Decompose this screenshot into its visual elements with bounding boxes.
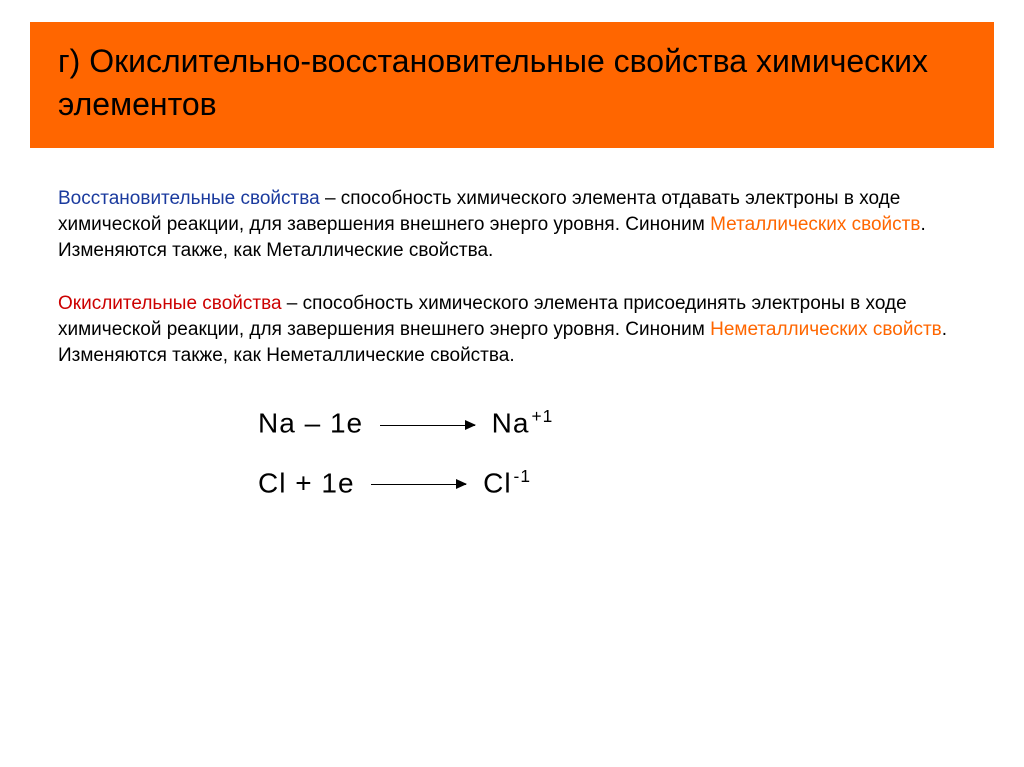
eq2-right: Cl bbox=[483, 467, 511, 498]
term-oxidizing: Окислительные свойства bbox=[58, 293, 282, 314]
eq1-left: Na bbox=[258, 408, 296, 439]
equation-na: Na – 1e Na+1 bbox=[258, 406, 966, 439]
eq1-charge: +1 bbox=[531, 406, 553, 426]
eq1-electrons: 1e bbox=[330, 408, 363, 439]
term-reducing: Восстановительные свойства bbox=[58, 188, 320, 209]
arrow-icon bbox=[371, 484, 466, 485]
eq1-op: – bbox=[296, 408, 330, 439]
eq1-right: Na bbox=[492, 408, 530, 439]
eq2-electrons: 1e bbox=[321, 467, 354, 498]
eq2-op: + bbox=[286, 467, 321, 498]
page-title: г) Окислительно-восстановительные свойст… bbox=[58, 40, 966, 126]
title-banner: г) Окислительно-восстановительные свойст… bbox=[30, 22, 994, 148]
equation-cl: Cl + 1e Cl-1 bbox=[258, 466, 966, 499]
equations-block: Na – 1e Na+1 Cl + 1e Cl-1 bbox=[58, 406, 966, 499]
synonym-nonmetallic: Неметаллических свойств bbox=[710, 319, 942, 340]
eq2-charge: -1 bbox=[514, 466, 531, 486]
eq2-left: Cl bbox=[258, 467, 286, 498]
arrow-icon bbox=[380, 425, 475, 426]
synonym-metallic: Металлических свойств bbox=[710, 214, 920, 235]
paragraph-reducing: Восстановительные свойства – способность… bbox=[58, 186, 966, 263]
paragraph-oxidizing: Окислительные свойства – способность хим… bbox=[58, 291, 966, 368]
content-area: Восстановительные свойства – способность… bbox=[30, 186, 994, 499]
